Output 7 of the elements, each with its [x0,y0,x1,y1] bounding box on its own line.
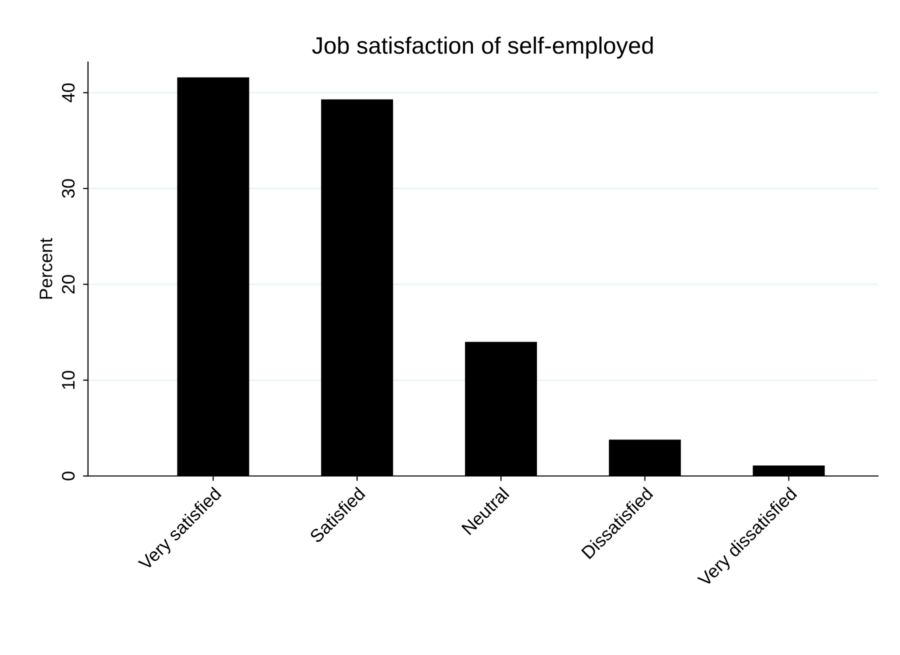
y-tick-label: 40 [62,83,75,102]
y-tick-label: 30 [62,179,75,198]
y-tick-label: 0 [62,472,75,480]
chart-title: Job satisfaction of self-employed [312,36,653,59]
y-axis-title: Percent [40,238,52,299]
y-tick-label: 10 [62,370,75,389]
y-tick-label: 20 [62,274,75,294]
